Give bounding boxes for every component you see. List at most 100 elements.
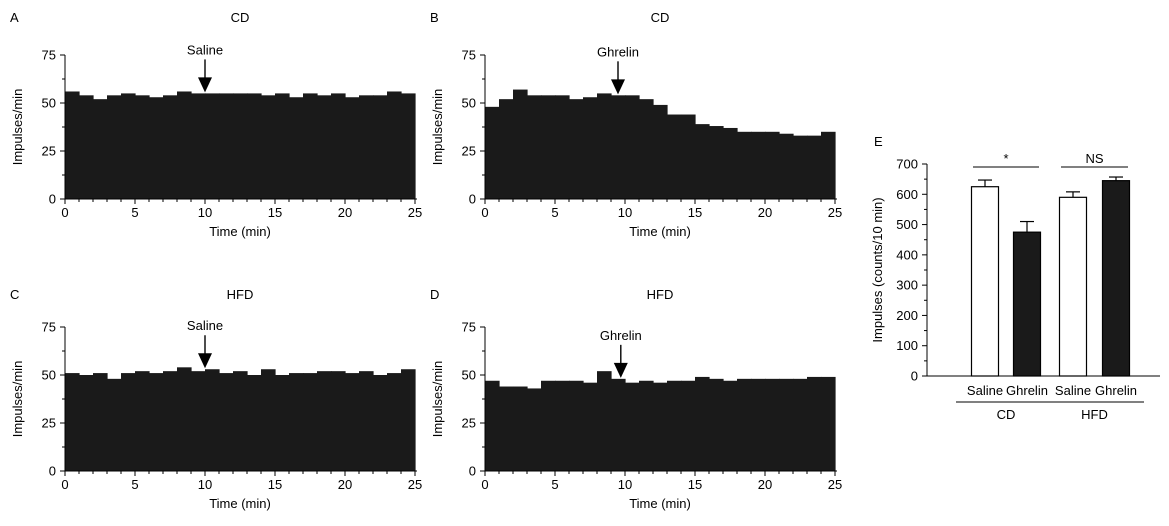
injection-label: Saline [187, 42, 223, 57]
histogram-bar [219, 93, 234, 199]
histogram-bar [527, 95, 542, 199]
histogram-bar [317, 371, 332, 471]
panel-letter: D [430, 287, 439, 302]
x-axis-label: Time (min) [629, 496, 691, 511]
histogram-bar [303, 93, 318, 199]
category-label: Ghrelin [1006, 383, 1048, 398]
histogram-bar [401, 93, 416, 199]
histogram-bar [107, 378, 122, 471]
category-label: Saline [1055, 383, 1091, 398]
histogram-bar [695, 124, 710, 199]
histogram-bar [79, 95, 94, 199]
panel-title: CD [651, 10, 670, 25]
histogram-bar [107, 95, 122, 199]
histogram-bar [149, 373, 164, 471]
y-axis-label: Impulses/min [430, 89, 445, 166]
x-tick-label: 5 [131, 477, 138, 492]
histogram-bar [541, 95, 556, 199]
histogram-bar [807, 135, 822, 199]
histogram-bar [513, 386, 528, 471]
histogram-bar [653, 382, 668, 471]
histogram-bar [569, 380, 584, 471]
histogram-bar [807, 376, 822, 471]
x-axis-label: Time (min) [629, 224, 691, 239]
x-tick-label: 5 [131, 205, 138, 220]
histogram-bar [485, 380, 500, 471]
histogram-bar [737, 378, 752, 471]
histogram-bar [709, 378, 724, 471]
y-tick-label: 200 [896, 308, 918, 323]
histogram-bar [65, 91, 80, 199]
histogram-bar [331, 371, 346, 471]
histogram-bar [499, 386, 514, 471]
histogram-bar [387, 91, 402, 199]
y-tick-label: 25 [42, 144, 56, 159]
histogram-bar [597, 93, 612, 199]
category-label: Ghrelin [1095, 383, 1137, 398]
y-axis-label: Impulses/min [10, 361, 25, 438]
y-tick-label: 0 [469, 192, 476, 207]
injection-arrow-head [613, 362, 628, 378]
histogram-bar [681, 380, 696, 471]
histogram-bar [653, 104, 668, 199]
histogram-bar [191, 371, 206, 471]
panel-c: C HFD 0 5 10 15 20 25 0 25 50 75 Time (min) Impulses/… [10, 287, 422, 511]
x-tick-label: 20 [758, 205, 772, 220]
histogram-bar [359, 95, 374, 199]
y-tick-label: 400 [896, 247, 918, 262]
x-tick-label: 5 [551, 205, 558, 220]
y-tick-label: 300 [896, 278, 918, 293]
y-tick-label: 0 [911, 369, 918, 384]
injection-label: Saline [187, 318, 223, 333]
histogram-bar [695, 376, 710, 471]
histogram-bar [611, 95, 626, 199]
histogram-bar [555, 380, 570, 471]
y-tick-label: 500 [896, 217, 918, 232]
histogram-bar [247, 375, 262, 471]
ghrelin-bar [1012, 231, 1042, 377]
histogram-bar [79, 375, 94, 471]
histogram-bar [583, 97, 598, 199]
panel-title: HFD [647, 287, 674, 302]
y-tick-label: 75 [462, 48, 476, 63]
injection-arrow-head [198, 353, 212, 369]
histogram-bar [821, 131, 836, 199]
x-tick-label: 0 [61, 205, 68, 220]
y-tick-label: 75 [42, 48, 56, 63]
panel-a: A CD 0 5 10 15 20 25 0 25 50 75 Time (min) Impulses/m… [10, 10, 422, 239]
histogram-bar [289, 97, 304, 199]
significance-label: NS [1085, 151, 1103, 166]
histogram-bar [751, 131, 766, 199]
group-label: CD [997, 407, 1016, 422]
group-label: HFD [1081, 407, 1108, 422]
x-tick-label: 5 [551, 477, 558, 492]
histogram-bar [289, 373, 304, 471]
histogram-bar [331, 93, 346, 199]
histogram-bar [65, 373, 80, 471]
injection-arrow-head [198, 77, 212, 93]
histogram-bar [121, 93, 136, 199]
panel-d: D HFD 0 5 10 15 20 25 0 25 50 75 Time (min) Impulses/… [430, 287, 842, 511]
ghrelin-bar [1101, 180, 1131, 377]
y-tick-label: 75 [42, 320, 56, 335]
injection-label: Ghrelin [597, 44, 639, 59]
panel-letter: A [10, 10, 19, 25]
category-label: Saline [967, 383, 1003, 398]
y-tick-label: 50 [42, 96, 56, 111]
histogram-bar [121, 373, 136, 471]
x-tick-label: 25 [408, 477, 422, 492]
histogram-bar [639, 99, 654, 199]
histogram-bar [737, 131, 752, 199]
histogram-bar [219, 373, 234, 471]
panel-letter: B [430, 10, 439, 25]
x-tick-label: 25 [408, 205, 422, 220]
panel-title: HFD [227, 287, 254, 302]
injection-arrow-head [611, 79, 625, 95]
histogram-bar [499, 99, 514, 199]
histogram-bar [275, 375, 290, 471]
histogram-bar [247, 93, 262, 199]
histogram-bar [303, 373, 318, 471]
x-tick-label: 15 [688, 477, 702, 492]
saline-bar [1058, 196, 1088, 377]
y-axis-label: Impulses (counts/10 min) [870, 197, 885, 342]
